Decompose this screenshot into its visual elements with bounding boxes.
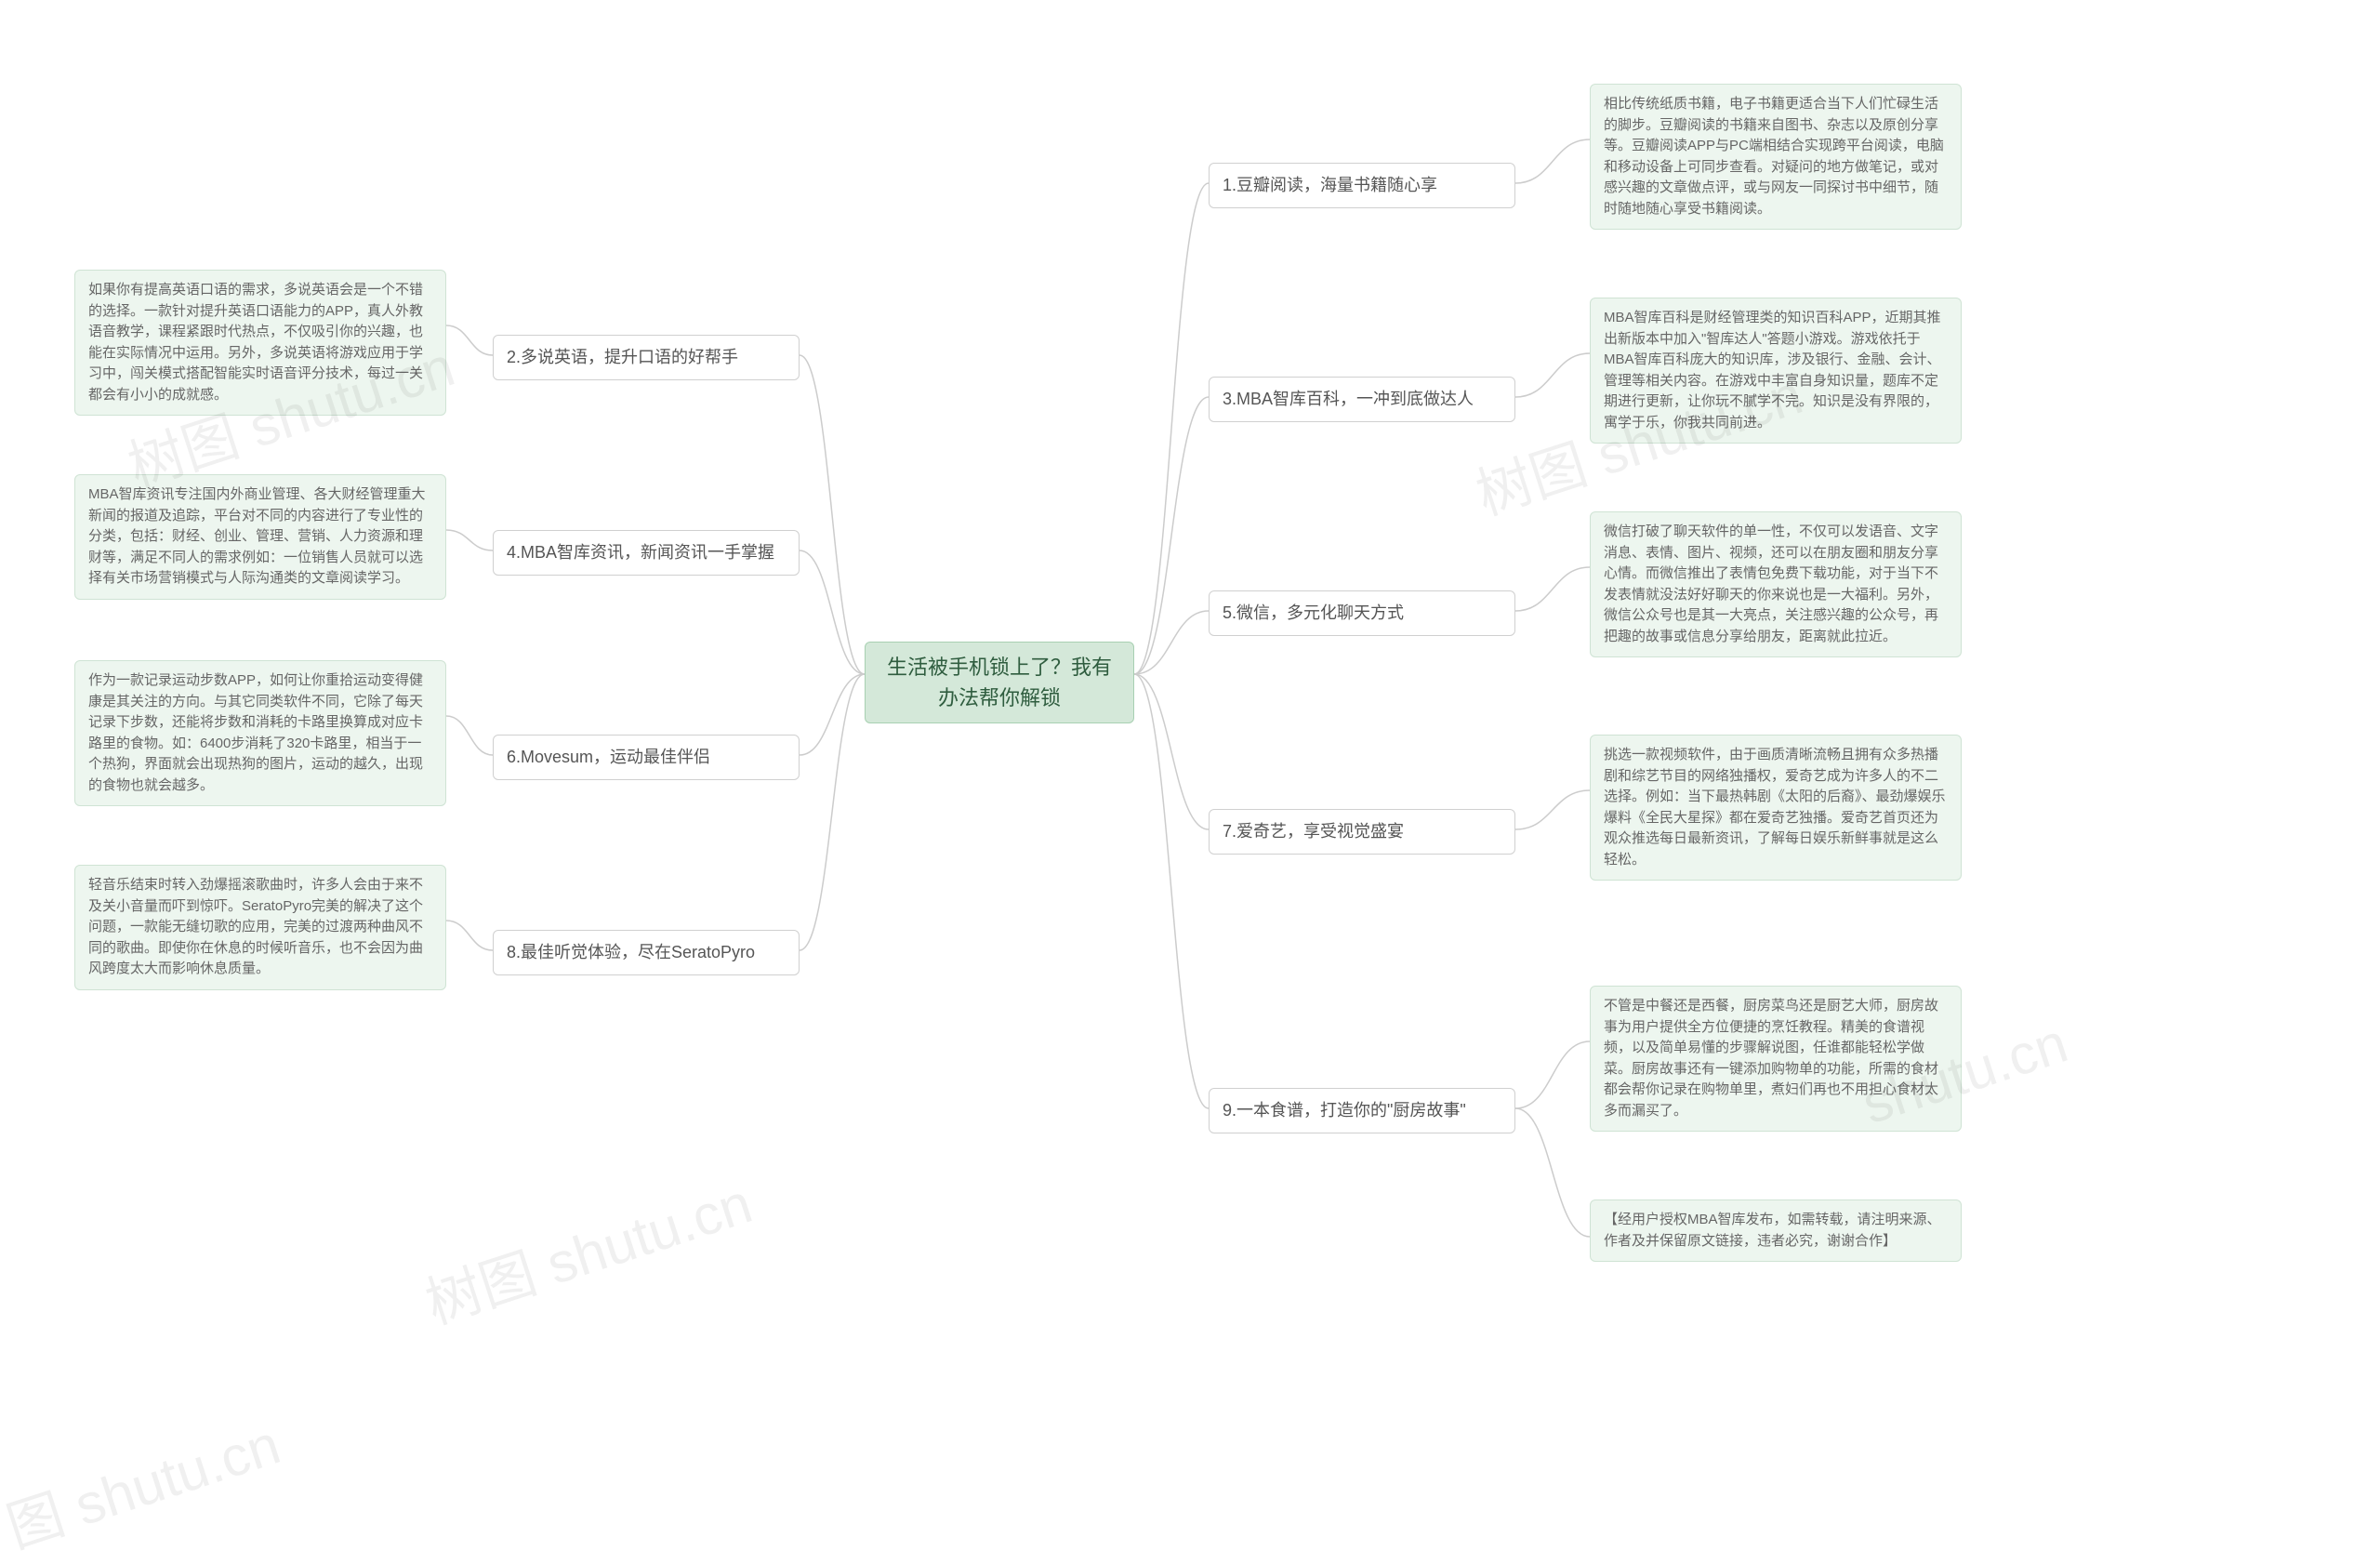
- leaf-right-0: 相比传统纸质书籍，电子书籍更适合当下人们忙碌生活的脚步。豆瓣阅读的书籍来自图书、…: [1590, 84, 1962, 230]
- branch-left-2: 6.Movesum，运动最佳伴侣: [493, 735, 800, 780]
- branch-right-3: 7.爱奇艺，享受视觉盛宴: [1209, 809, 1515, 855]
- leaf-right-3: 挑选一款视频软件，由于画质清晰流畅且拥有众多热播剧和综艺节目的网络独播权，爱奇艺…: [1590, 735, 1962, 881]
- branch-right-2: 5.微信，多元化聊天方式: [1209, 590, 1515, 636]
- branch-right-1: 3.MBA智库百科，一冲到底做达人: [1209, 377, 1515, 422]
- leaf-left-0: 如果你有提高英语口语的需求，多说英语会是一个不错的选择。一款针对提升英语口语能力…: [74, 270, 446, 416]
- leaf-right-4: 不管是中餐还是西餐，厨房菜鸟还是厨艺大师，厨房故事为用户提供全方位便捷的烹饪教程…: [1590, 986, 1962, 1132]
- leaf-left-2: 作为一款记录运动步数APP，如何让你重拾运动变得健康是其关注的方向。与其它同类软…: [74, 660, 446, 806]
- branch-left-3: 8.最佳听觉体验，尽在SeratoPyro: [493, 930, 800, 975]
- leaf-left-3: 轻音乐结束时转入劲爆摇滚歌曲时，许多人会由于来不及关小音量而吓到惊吓。Serat…: [74, 865, 446, 990]
- leaf-right-4-b: 【经用户授权MBA智库发布，如需转载，请注明来源、作者及并保留原文链接，违者必究…: [1590, 1200, 1962, 1262]
- branch-left-0: 2.多说英语，提升口语的好帮手: [493, 335, 800, 380]
- branch-right-0: 1.豆瓣阅读，海量书籍随心享: [1209, 163, 1515, 208]
- watermark-4: 图 shutu.cn: [0, 1399, 289, 1564]
- leaf-right-2: 微信打破了聊天软件的单一性，不仅可以发语音、文字消息、表情、图片、视频，还可以在…: [1590, 511, 1962, 657]
- leaf-left-1: MBA智库资讯专注国内外商业管理、各大财经管理重大新闻的报道及追踪，平台对不同的…: [74, 474, 446, 600]
- branch-left-1: 4.MBA智库资讯，新闻资讯一手掌握: [493, 530, 800, 576]
- branch-right-4: 9.一本食谱，打造你的"厨房故事": [1209, 1088, 1515, 1133]
- watermark-2: 树图 shutu.cn: [414, 1159, 760, 1340]
- leaf-right-1: MBA智库百科是财经管理类的知识百科APP，近期其推出新版本中加入"智库达人"答…: [1590, 298, 1962, 444]
- mindmap-root: 生活被手机锁上了？我有办法帮你解锁: [865, 642, 1134, 723]
